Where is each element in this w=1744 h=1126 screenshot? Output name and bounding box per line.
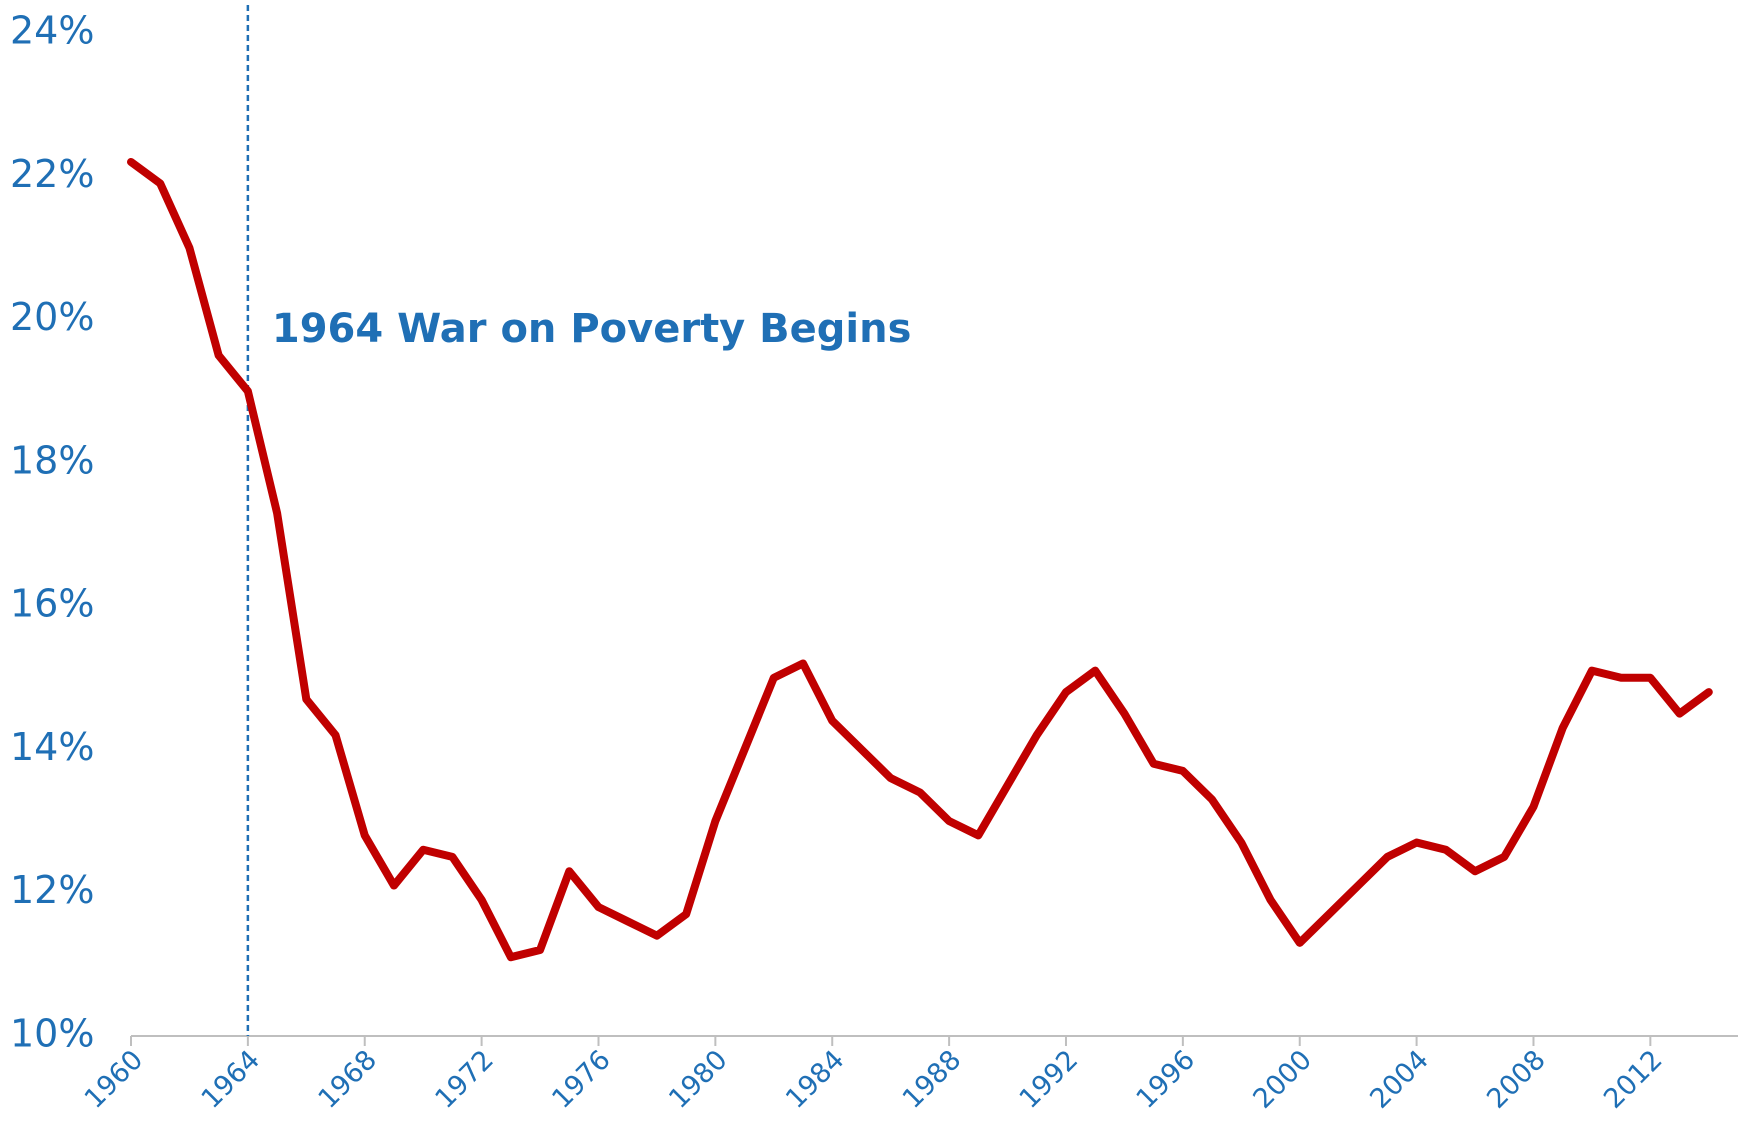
x-tick-label: 1984: [780, 1044, 851, 1115]
y-tick-label: 14%: [10, 725, 94, 769]
x-tick-label: 1972: [429, 1044, 500, 1115]
x-tick-label: 2008: [1481, 1044, 1552, 1115]
x-tick-label: 1988: [897, 1044, 968, 1115]
x-tick-label: 1992: [1014, 1044, 1085, 1115]
x-tick-label: 2004: [1364, 1044, 1435, 1115]
y-tick-label: 12%: [10, 868, 94, 912]
x-tick-label: 2012: [1598, 1044, 1669, 1115]
x-tick-label: 1968: [312, 1044, 383, 1115]
y-tick-label: 18%: [10, 438, 94, 482]
x-tick-label: 1980: [663, 1044, 734, 1115]
x-tick-label: 1996: [1131, 1044, 1202, 1115]
y-tick-label: 20%: [10, 295, 94, 339]
y-tick-label: 16%: [10, 582, 94, 626]
y-tick-label: 22%: [10, 152, 94, 196]
y-tick-label: 10%: [10, 1012, 94, 1056]
line-series: [127, 157, 1713, 962]
x-tick-label: 1976: [546, 1044, 617, 1115]
x-tick-label: 1964: [196, 1044, 267, 1115]
x-tick-label: 2000: [1247, 1044, 1318, 1115]
annotation-text: 1964 War on Poverty Begins: [272, 306, 912, 352]
y-tick-label: 24%: [10, 9, 94, 53]
